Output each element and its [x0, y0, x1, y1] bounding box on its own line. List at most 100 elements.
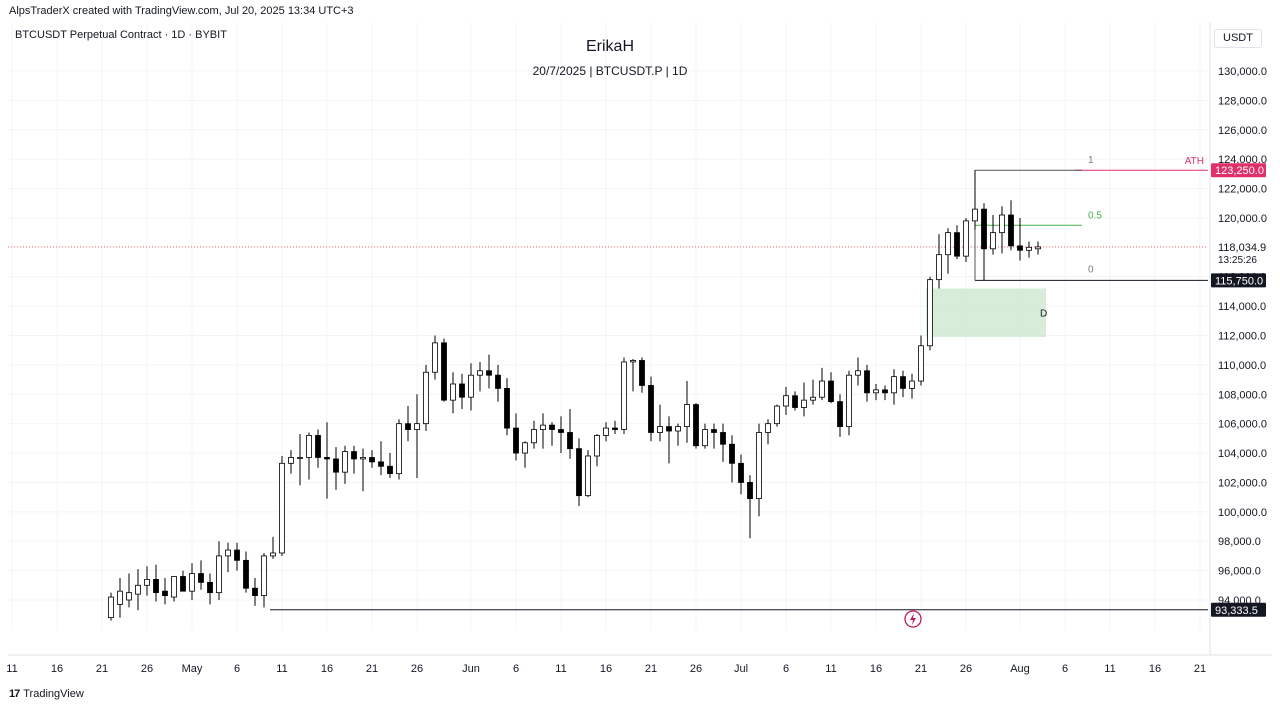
- current-price-bg: [1211, 239, 1266, 266]
- candle-body: [846, 374, 852, 428]
- x-tick-label: 11: [276, 663, 287, 675]
- candle-body: [378, 461, 384, 467]
- candle-body: [432, 342, 438, 373]
- x-tick-label: 21: [366, 663, 378, 675]
- x-tick-label: 26: [411, 663, 423, 675]
- candle-body: [117, 590, 123, 605]
- candle-body: [567, 432, 573, 450]
- y-tick-label: 112,000.0: [1218, 331, 1266, 343]
- candle-body: [684, 404, 690, 428]
- candle-body: [981, 208, 987, 250]
- x-tick-label: 26: [141, 663, 153, 675]
- candle-body: [270, 552, 276, 557]
- candle-body: [891, 376, 897, 394]
- candle-body: [765, 423, 771, 433]
- candle-body: [126, 592, 132, 601]
- candle-body: [405, 423, 411, 430]
- candle-body: [306, 435, 312, 458]
- x-tick-label: 16: [321, 663, 333, 675]
- x-tick-label: 21: [96, 663, 108, 675]
- candle-body: [234, 549, 240, 561]
- candle-body: [837, 401, 843, 428]
- candle-body: [396, 423, 402, 475]
- tradingview-brand[interactable]: 17 TradingView: [9, 688, 84, 700]
- candle-body: [1035, 246, 1041, 250]
- candle-body: [216, 555, 222, 594]
- candle-body: [882, 389, 888, 394]
- y-tick-label: 102,000.0: [1218, 477, 1267, 489]
- candle-body: [135, 584, 141, 595]
- candle-body: [198, 573, 204, 583]
- candle-body: [657, 426, 663, 433]
- time-axis[interactable]: 11 16 21 26 May 6 11 16 21 26 Jun 6 11 16 21 26 Jul 6 11 16…: [6, 663, 1206, 675]
- candle-body: [639, 360, 645, 386]
- fib-05-label: 0.5: [1088, 210, 1102, 221]
- y-tick-label: 110,000.0: [1218, 360, 1266, 372]
- candle-body: [909, 380, 915, 389]
- candle-body: [999, 214, 1005, 234]
- candle-body: [324, 457, 330, 460]
- x-tick-label: 11: [825, 663, 836, 675]
- x-tick-label: Jul: [734, 663, 748, 675]
- x-tick-label: 16: [1149, 663, 1161, 675]
- candle-body: [954, 232, 960, 257]
- fib-0-label: 0: [1088, 264, 1094, 275]
- candle-body: [630, 360, 636, 363]
- candle-body: [855, 370, 861, 376]
- candle-body: [180, 576, 186, 592]
- candle-body: [1008, 214, 1014, 247]
- x-tick-label: 6: [783, 663, 789, 675]
- chart-subtitle: 20/7/2025 | BTCUSDT.P | 1D: [532, 64, 688, 78]
- bar-countdown-label: 13:25:26: [1218, 255, 1257, 266]
- candle-body: [612, 427, 618, 430]
- candle-body: [990, 232, 996, 250]
- x-tick-label: 11: [6, 663, 17, 675]
- ath-label: ATH: [1185, 156, 1204, 167]
- x-tick-label: 6: [234, 663, 240, 675]
- y-tick-label: 96,000.0: [1218, 566, 1261, 578]
- candle-body: [261, 555, 267, 596]
- candle-body: [972, 208, 978, 222]
- candle-body: [675, 426, 681, 432]
- candle-body: [720, 432, 726, 445]
- current-price-label: 118,034.9: [1218, 242, 1266, 254]
- zone-label: D: [1040, 309, 1047, 320]
- candle-body: [729, 443, 735, 464]
- candle-body: [963, 220, 969, 257]
- candle-body: [495, 374, 501, 389]
- candle-body: [819, 380, 825, 398]
- candle-body: [873, 389, 879, 394]
- candle-body: [783, 395, 789, 407]
- candle-body: [450, 383, 456, 401]
- price-axis[interactable]: 94,000.096,000.098,000.0100,000.0102,000…: [1218, 66, 1267, 607]
- x-tick-label: 21: [645, 663, 657, 675]
- candle-body: [594, 435, 600, 457]
- candlestick-series: [108, 170, 1041, 621]
- candle-body: [477, 370, 483, 376]
- fib-1-label: 1: [1088, 155, 1094, 166]
- candle-body: [576, 448, 582, 497]
- candle-body: [918, 345, 924, 382]
- candle-body: [738, 462, 744, 483]
- currency-selector[interactable]: USDT: [1214, 29, 1262, 48]
- candle-body: [603, 427, 609, 436]
- candle-body: [162, 590, 168, 596]
- candle-body: [252, 587, 258, 596]
- candle-body: [1017, 245, 1023, 251]
- x-tick-label: 11: [1104, 663, 1115, 675]
- candle-body: [513, 427, 519, 454]
- y-tick-label: 130,000.0: [1218, 66, 1267, 78]
- zone-rect: [926, 288, 1046, 337]
- candle-body: [756, 432, 762, 500]
- candle-body: [666, 426, 672, 432]
- replay-icon[interactable]: [904, 610, 922, 628]
- x-tick-label: 16: [51, 663, 63, 675]
- symbol-label[interactable]: BTCUSDT Perpetual Contract · 1D · BYBIT: [15, 29, 227, 41]
- x-tick-label: 26: [690, 663, 702, 675]
- y-tick-label: 98,000.0: [1218, 536, 1261, 548]
- candle-body: [936, 254, 942, 281]
- candle-body: [585, 455, 591, 497]
- candle-body: [900, 376, 906, 389]
- grid-lines: [8, 22, 1272, 656]
